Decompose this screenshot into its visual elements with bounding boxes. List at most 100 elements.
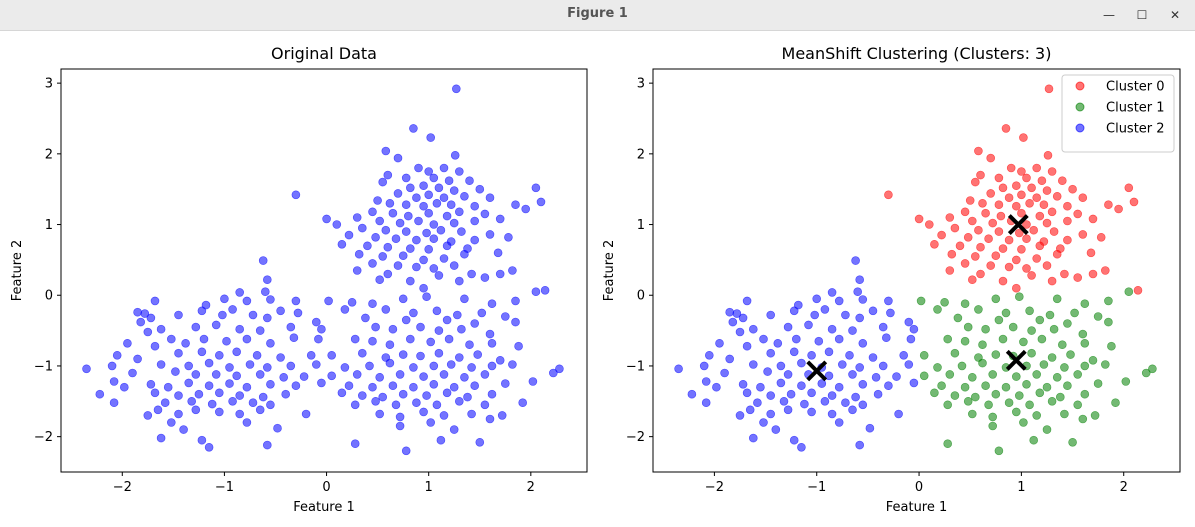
- data-point: [1004, 235, 1014, 245]
- data-point: [978, 340, 987, 350]
- data-point: [429, 234, 439, 243]
- data-point: [191, 322, 201, 332]
- data-point: [1063, 216, 1072, 226]
- data-point: [804, 320, 813, 330]
- data-point: [174, 409, 183, 419]
- close-icon[interactable]: ✕: [1169, 8, 1181, 22]
- data-point: [742, 388, 752, 398]
- data-point: [783, 322, 793, 332]
- data-point: [395, 370, 405, 379]
- data-point: [797, 442, 806, 452]
- data-point: [184, 378, 193, 388]
- data-point: [480, 273, 490, 282]
- data-point: [1014, 228, 1024, 238]
- data-point: [1063, 319, 1072, 328]
- data-point: [350, 439, 360, 449]
- data-point: [994, 446, 1004, 456]
- data-point: [878, 322, 888, 332]
- data-point: [748, 360, 758, 369]
- data-point: [324, 296, 333, 306]
- maximize-icon[interactable]: ☐: [1136, 8, 1148, 22]
- data-point: [398, 251, 408, 260]
- data-point: [467, 409, 476, 419]
- data-point: [1001, 308, 1011, 318]
- data-point: [1032, 411, 1041, 420]
- data-point: [235, 391, 244, 400]
- data-point: [988, 370, 998, 379]
- data-point: [742, 296, 752, 306]
- data-point: [485, 230, 495, 239]
- data-point: [800, 399, 809, 409]
- data-point: [179, 425, 188, 434]
- data-point: [1056, 392, 1065, 402]
- data-point: [424, 245, 434, 254]
- y-tick-label: 3: [637, 77, 645, 92]
- data-point: [260, 287, 270, 297]
- data-point: [957, 361, 967, 371]
- data-point: [919, 371, 929, 381]
- data-point: [1124, 183, 1134, 193]
- data-point: [357, 391, 367, 400]
- data-point: [924, 220, 934, 229]
- data-point: [996, 211, 1006, 221]
- data-point: [470, 201, 480, 211]
- data-point: [174, 310, 183, 320]
- y-tick-label: 0: [45, 289, 53, 304]
- data-point: [687, 389, 697, 399]
- data-point: [1047, 396, 1057, 406]
- data-point: [960, 336, 970, 346]
- data-point: [837, 360, 847, 369]
- data-point: [855, 363, 865, 372]
- data-point: [1029, 225, 1038, 235]
- data-point: [960, 299, 970, 309]
- data-point: [827, 288, 837, 297]
- data-point: [919, 350, 929, 360]
- data-point: [1088, 269, 1098, 279]
- data-point: [994, 200, 1004, 209]
- data-point: [933, 305, 942, 314]
- data-point: [487, 361, 497, 371]
- data-point: [1017, 208, 1026, 218]
- data-point: [1025, 199, 1034, 208]
- data-point: [258, 256, 268, 265]
- data-point: [1073, 370, 1082, 379]
- minimize-icon[interactable]: —: [1103, 8, 1115, 22]
- data-point: [531, 183, 541, 193]
- axes-1: −2 −1 0 1 2 −2 −1 0 1 2 3 Original Data Feature 1 Fea…: [10, 44, 588, 515]
- data-point: [1017, 167, 1026, 176]
- data-point: [1042, 425, 1052, 434]
- data-point: [286, 322, 296, 332]
- data-point: [1027, 326, 1036, 335]
- data-point: [810, 310, 820, 320]
- data-point: [340, 305, 350, 314]
- data-point: [500, 312, 510, 321]
- data-point: [756, 382, 765, 392]
- data-point: [955, 241, 965, 251]
- data-point: [245, 360, 255, 369]
- data-point: [967, 372, 977, 382]
- data-point: [1060, 409, 1069, 419]
- data-point: [385, 199, 395, 208]
- data-point: [1088, 214, 1098, 224]
- data-point: [225, 379, 234, 388]
- data-point: [1037, 176, 1047, 185]
- data-point: [327, 350, 337, 360]
- data-point: [368, 336, 377, 346]
- data-point: [1078, 230, 1088, 239]
- series-3: [674, 256, 919, 452]
- data-point: [452, 310, 462, 320]
- data-point: [1022, 220, 1031, 229]
- data-point: [449, 261, 459, 270]
- data-point: [412, 235, 421, 245]
- data-point: [419, 283, 428, 293]
- data-point: [123, 338, 132, 348]
- data-point: [112, 350, 122, 360]
- data-point: [436, 225, 446, 235]
- data-point: [446, 200, 456, 209]
- data-point: [500, 379, 510, 388]
- data-point: [128, 368, 137, 378]
- data-point: [998, 244, 1008, 253]
- x-tick-label: −1: [807, 480, 826, 495]
- data-point: [994, 227, 1004, 236]
- data-point: [429, 220, 439, 229]
